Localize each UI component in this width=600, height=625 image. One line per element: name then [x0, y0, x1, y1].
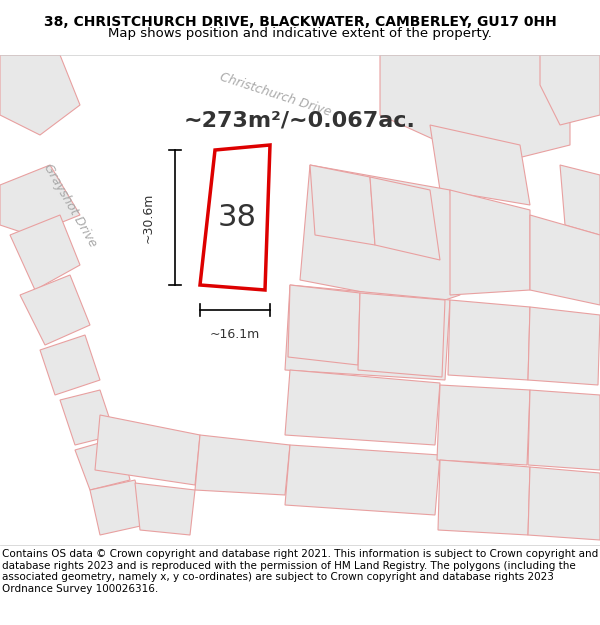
Polygon shape [528, 390, 600, 470]
Polygon shape [20, 275, 90, 345]
Polygon shape [135, 483, 195, 535]
Text: ~273m²/~0.067ac.: ~273m²/~0.067ac. [184, 110, 416, 130]
Polygon shape [528, 307, 600, 385]
Polygon shape [437, 385, 530, 465]
Text: 38, CHRISTCHURCH DRIVE, BLACKWATER, CAMBERLEY, GU17 0HH: 38, CHRISTCHURCH DRIVE, BLACKWATER, CAMB… [44, 16, 556, 29]
Polygon shape [528, 467, 600, 540]
Text: Grayshot Drive: Grayshot Drive [41, 161, 99, 249]
Polygon shape [285, 285, 450, 380]
Polygon shape [195, 435, 290, 495]
Polygon shape [310, 165, 375, 245]
Polygon shape [90, 480, 145, 535]
Polygon shape [358, 293, 445, 377]
Polygon shape [200, 145, 270, 290]
Polygon shape [450, 190, 530, 295]
Polygon shape [370, 177, 440, 260]
Polygon shape [95, 415, 200, 485]
Text: 38: 38 [218, 202, 257, 231]
Polygon shape [40, 335, 100, 395]
Polygon shape [530, 215, 600, 305]
Polygon shape [438, 460, 530, 535]
Polygon shape [60, 55, 430, 185]
Polygon shape [540, 55, 600, 125]
Polygon shape [0, 55, 150, 205]
Polygon shape [430, 125, 530, 205]
Polygon shape [285, 445, 440, 515]
Text: Contains OS data © Crown copyright and database right 2021. This information is : Contains OS data © Crown copyright and d… [2, 549, 598, 594]
Text: Christchurch Drive: Christchurch Drive [218, 71, 332, 119]
Polygon shape [10, 215, 80, 290]
Polygon shape [0, 55, 80, 135]
Polygon shape [288, 285, 360, 365]
Polygon shape [60, 390, 115, 445]
Polygon shape [75, 437, 130, 490]
Text: ~30.6m: ~30.6m [142, 192, 155, 242]
Polygon shape [560, 165, 600, 235]
Text: Map shows position and indicative extent of the property.: Map shows position and indicative extent… [108, 27, 492, 39]
Polygon shape [300, 165, 460, 305]
Polygon shape [448, 300, 530, 380]
Text: ~16.1m: ~16.1m [210, 328, 260, 341]
Polygon shape [0, 165, 80, 235]
Polygon shape [380, 55, 570, 165]
Polygon shape [285, 370, 440, 445]
